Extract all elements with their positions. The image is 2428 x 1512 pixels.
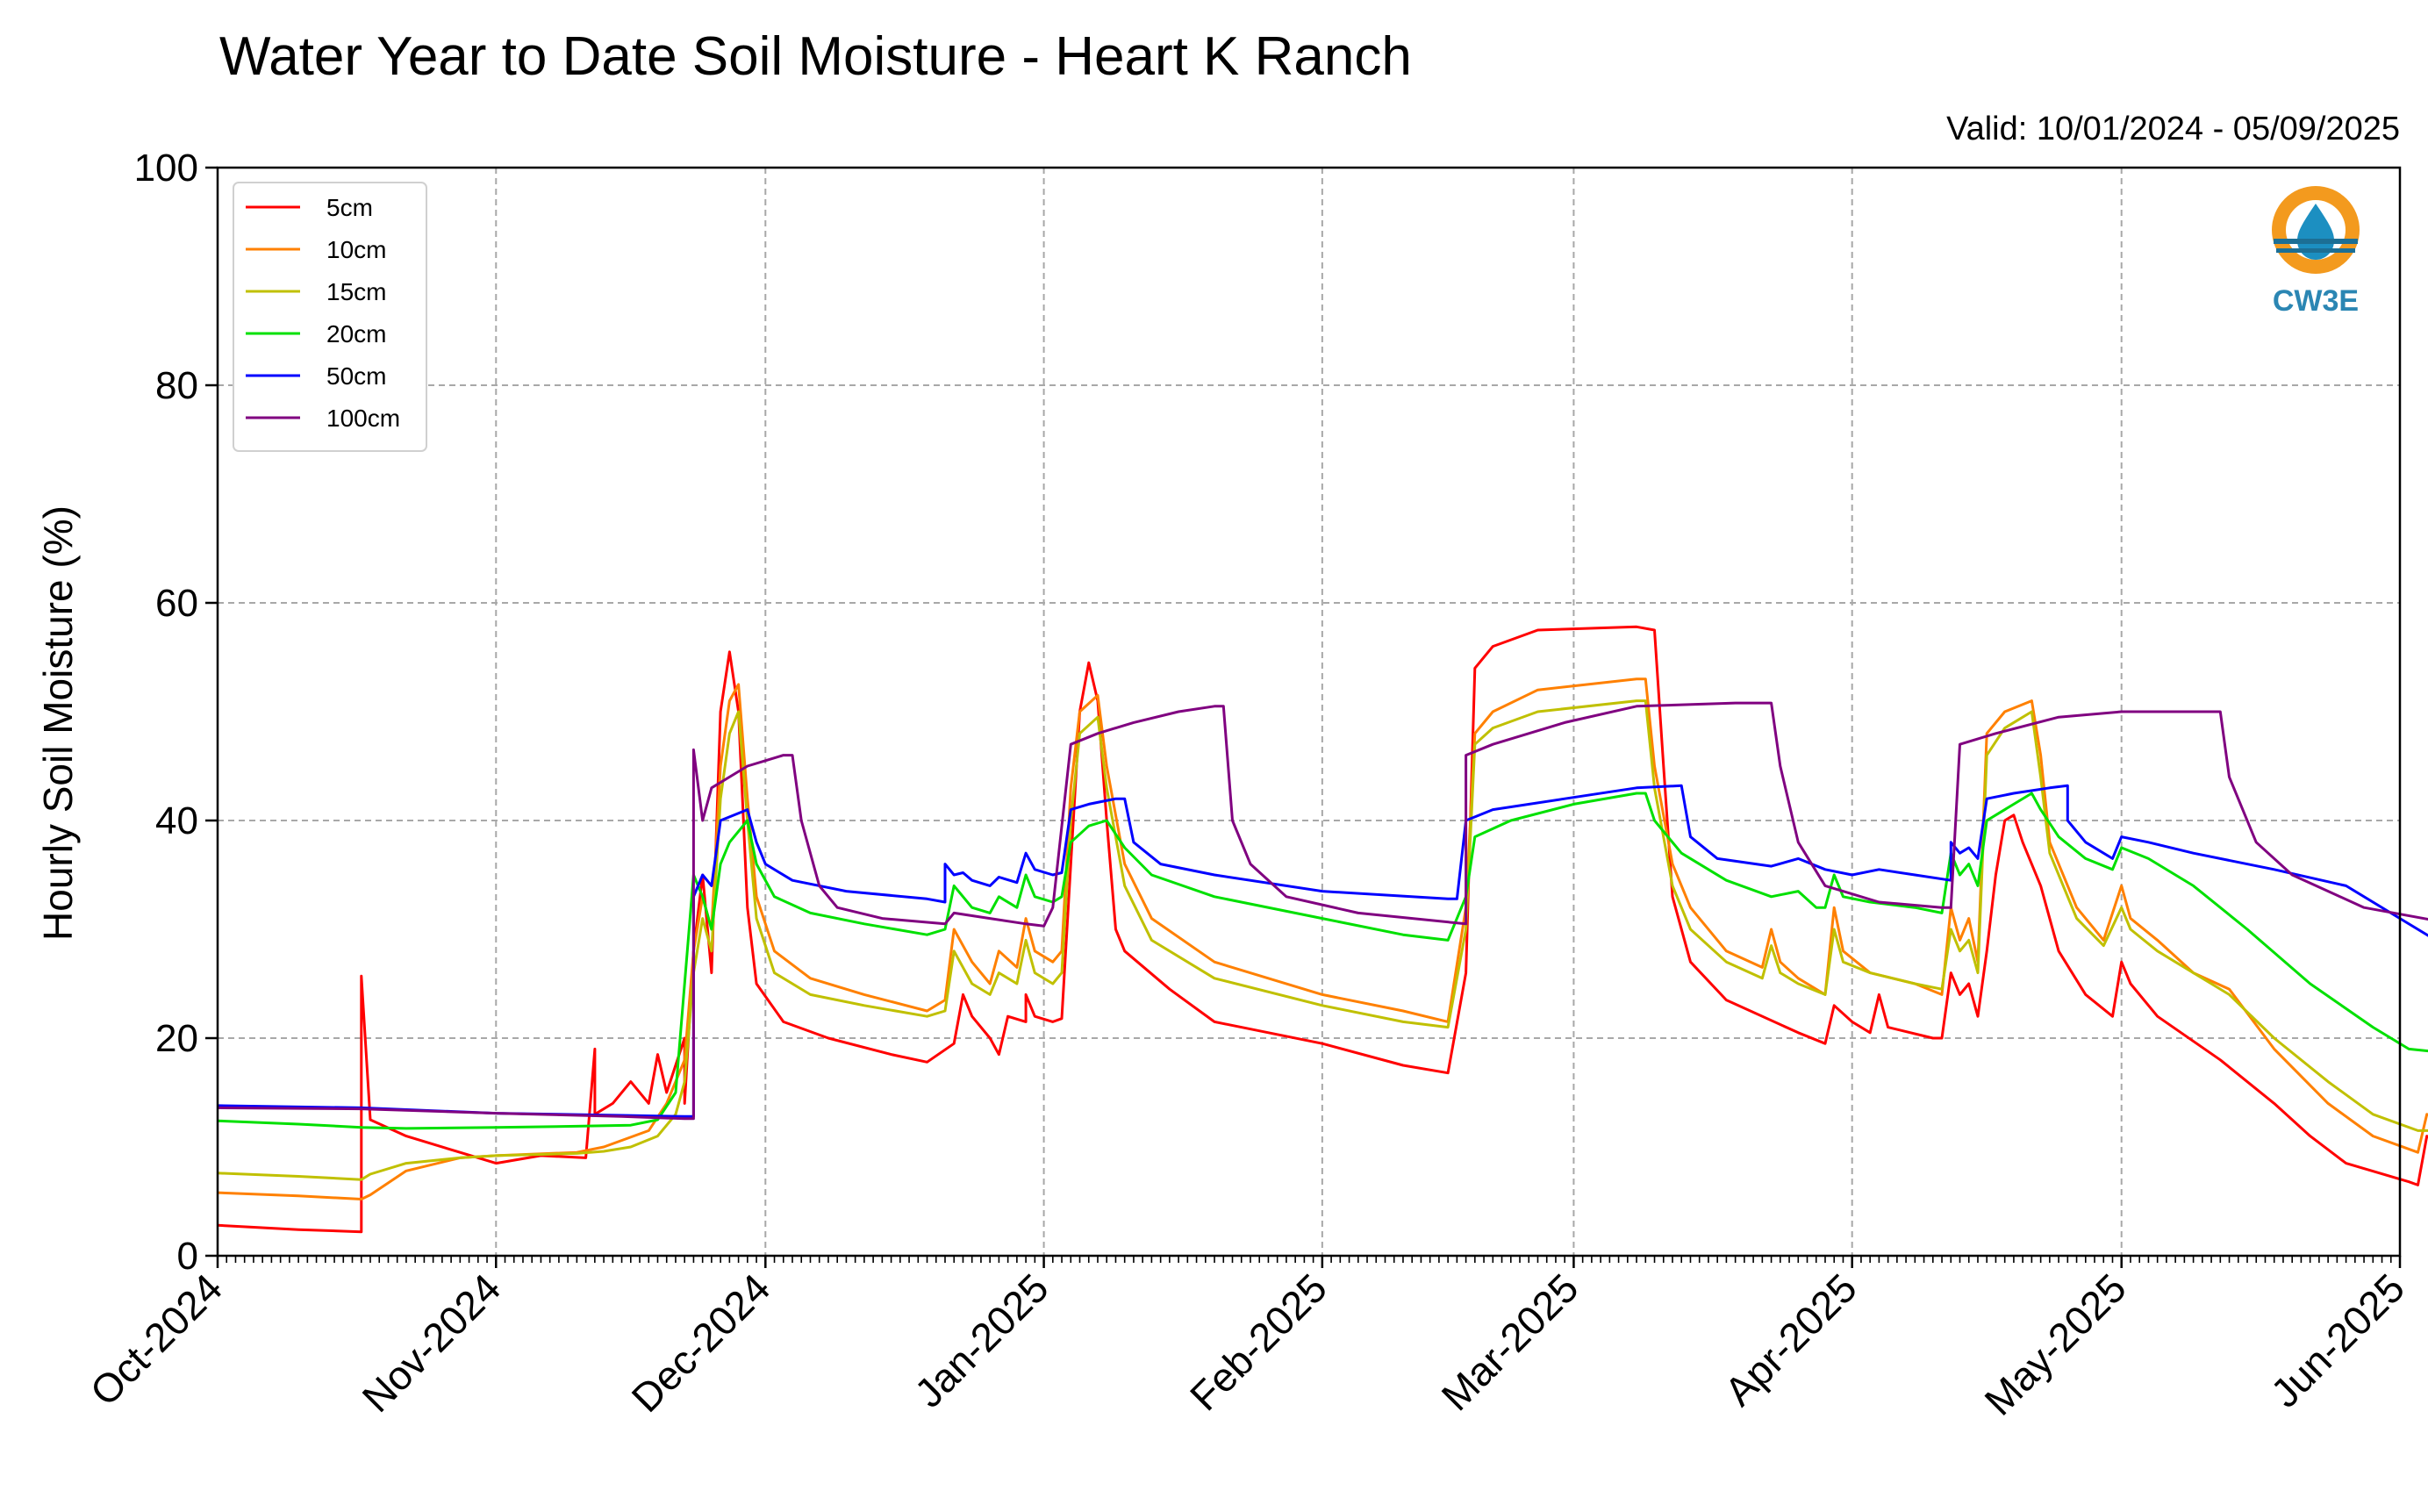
legend-label-10cm: 10cm [326,236,386,263]
y-tick-label: 80 [155,364,198,407]
x-tick-label: Nov-2024 [354,1265,510,1421]
legend: 5cm 10cm 15cm 20cm 50cm 100cm [233,182,427,452]
plot-frame [216,166,2402,1258]
y-tick-label: 40 [155,799,198,842]
droplet-icon [2297,204,2334,260]
x-minor-ticks [217,1256,2401,1263]
logo-wave [2274,239,2358,244]
legend-label-20cm: 20cm [326,320,386,348]
legend-label-5cm: 5cm [326,194,373,221]
legend-label-100cm: 100cm [326,405,400,432]
legend-label-50cm: 50cm [326,362,386,390]
series-line-5cm [217,625,2428,1234]
x-tick-label: Oct-2024 [82,1265,232,1415]
x-tick-label: Apr-2025 [1715,1265,1866,1415]
y-tick-label: 0 [177,1235,198,1278]
x-tick-label: Mar-2025 [1433,1265,1587,1419]
grid [217,167,2401,1257]
series-line-100cm [217,701,2428,1121]
chart-title: Water Year to Date Soil Moisture - Heart… [219,26,1412,87]
series-line-50cm [217,784,2428,1118]
cw3e-logo: CW3E [2272,186,2360,318]
x-tick-label: Feb-2025 [1181,1265,1336,1419]
logo-text: CW3E [2273,284,2359,318]
x-tick-label: May-2025 [1975,1265,2134,1423]
axes [205,166,2402,1268]
chart-subtitle: Valid: 10/01/2024 - 05/09/2025 [1946,111,2400,147]
x-tick-label: Jan-2025 [906,1265,1056,1415]
series-lines [217,625,2428,1234]
x-tick-label: Dec-2024 [623,1265,779,1421]
legend-label-15cm: 15cm [326,278,386,305]
x-tick-label: Jun-2025 [2262,1265,2413,1415]
y-axis-label: Hourly Soil Moisture (%) [35,505,81,941]
logo-wave [2276,248,2355,253]
series-line-20cm [217,792,2428,1130]
y-tick-label: 100 [134,147,198,190]
y-tick-label: 20 [155,1017,198,1060]
y-tick-label: 60 [155,582,198,625]
